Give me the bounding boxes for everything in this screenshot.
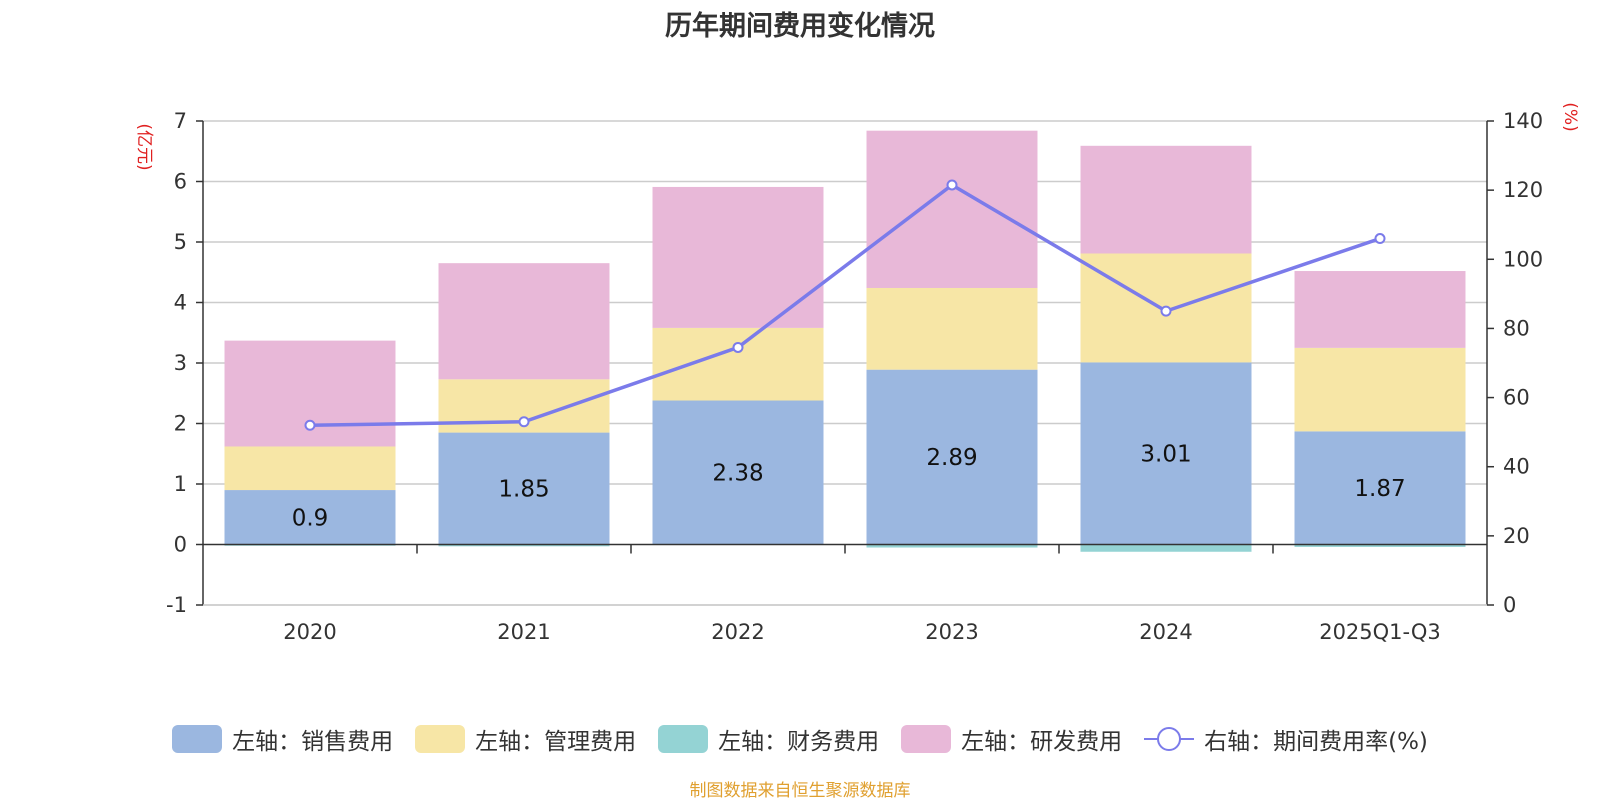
rate-point	[518, 416, 530, 428]
bar-segment	[224, 490, 396, 545]
bar-segment	[652, 400, 824, 545]
rate-point	[1374, 233, 1386, 245]
rate-point	[304, 419, 316, 431]
bar-segment	[1294, 431, 1466, 545]
right-axis-unit: (%)	[1560, 102, 1580, 131]
legend-label-admin: 左轴：管理费用	[475, 729, 637, 755]
legend-label-finance: 左轴：财务费用	[718, 729, 880, 755]
bar-segment	[438, 263, 610, 380]
left-tick-label: 1	[174, 472, 187, 496]
legend-label-sales: 左轴：销售费用	[232, 729, 394, 755]
chart-legend: 左轴：销售费用 左轴：管理费用 左轴：财务费用 左轴：研发费用 右轴：期间费用率…	[0, 722, 1600, 756]
x-tick-label: 2020	[283, 620, 336, 644]
legend-item-sales[interactable]: 左轴：销售费用	[172, 722, 393, 756]
left-tick-label: 6	[174, 170, 187, 194]
bar-segment	[1080, 145, 1252, 254]
bar-segment	[866, 544, 1038, 548]
left-tick-label: 4	[174, 291, 187, 315]
bar-segment	[1294, 271, 1466, 348]
source-note: 制图数据来自恒生聚源数据库	[689, 781, 911, 801]
bar-segment	[1294, 347, 1466, 432]
left-tick-label: 7	[174, 109, 187, 133]
x-tick-label: 2024	[1139, 620, 1192, 644]
right-tick-label: 20	[1503, 524, 1530, 548]
x-tick-label: 2022	[711, 620, 764, 644]
legend-swatch-finance	[658, 725, 709, 753]
legend-item-finance[interactable]: 左轴：财务费用	[658, 722, 879, 756]
left-tick-label: 2	[174, 412, 187, 436]
legend-label-rate: 右轴：期间费用率(%)	[1204, 729, 1428, 755]
bar-value-label: 2.89	[926, 445, 977, 471]
bar-segment	[438, 544, 610, 547]
bar-value-label: 1.85	[498, 477, 549, 503]
legend-swatch-admin	[415, 725, 466, 753]
legend-item-admin[interactable]: 左轴：管理费用	[415, 722, 636, 756]
bar-segment	[1080, 544, 1252, 552]
legend-label-rd: 左轴：研发费用	[961, 729, 1123, 755]
x-tick-label: 2025Q1-Q3	[1319, 620, 1441, 644]
chart-title: 历年期间费用变化情况	[665, 11, 935, 42]
bar-segment	[652, 327, 824, 401]
x-tick-label: 2023	[925, 620, 978, 644]
right-tick-label: 40	[1503, 455, 1530, 479]
left-tick-label: 5	[174, 230, 187, 254]
bar-segment	[866, 130, 1038, 288]
bar-segment	[866, 287, 1038, 370]
bar-segment	[866, 369, 1038, 545]
right-tick-label: 0	[1503, 593, 1516, 617]
left-tick-label: 3	[174, 351, 187, 375]
right-tick-label: 120	[1503, 178, 1543, 202]
right-tick-label: 60	[1503, 386, 1530, 410]
legend-swatch-rd	[901, 725, 952, 753]
legend-item-rate[interactable]: 右轴：期间费用率(%)	[1144, 722, 1428, 756]
left-tick-label: 0	[174, 533, 187, 557]
x-tick-label: 2021	[497, 620, 550, 644]
right-tick-label: 80	[1503, 316, 1530, 340]
bar-value-label: 1.87	[1354, 476, 1405, 502]
legend-line-icon	[1144, 727, 1195, 751]
legend-swatch-sales	[172, 725, 223, 753]
rate-point	[946, 179, 958, 191]
rate-line	[309, 182, 1381, 427]
rate-point	[1160, 305, 1172, 317]
left-axis-unit: (亿元)	[134, 123, 154, 170]
right-tick-label: 100	[1503, 247, 1543, 271]
rate-point	[732, 341, 744, 353]
bar-value-label: 2.38	[712, 461, 763, 487]
bar-value-label: 0.9	[292, 505, 329, 531]
bar-segment	[438, 432, 610, 545]
right-tick-label: 140	[1503, 109, 1543, 133]
chart-canvas: -1 0 1 2 3 4 5 6 7 0 20 40 60 80 100 120 140 (亿元) (%) 0.9 1.…	[134, 102, 1580, 644]
legend-item-rd[interactable]: 左轴：研发费用	[901, 722, 1122, 756]
bar-segment	[224, 446, 396, 491]
bar-segment	[652, 186, 824, 328]
bar-segment	[1080, 362, 1252, 545]
bar-value-label: 3.01	[1140, 441, 1191, 467]
left-tick-label: -1	[166, 593, 187, 617]
bar-segment	[1294, 544, 1466, 547]
